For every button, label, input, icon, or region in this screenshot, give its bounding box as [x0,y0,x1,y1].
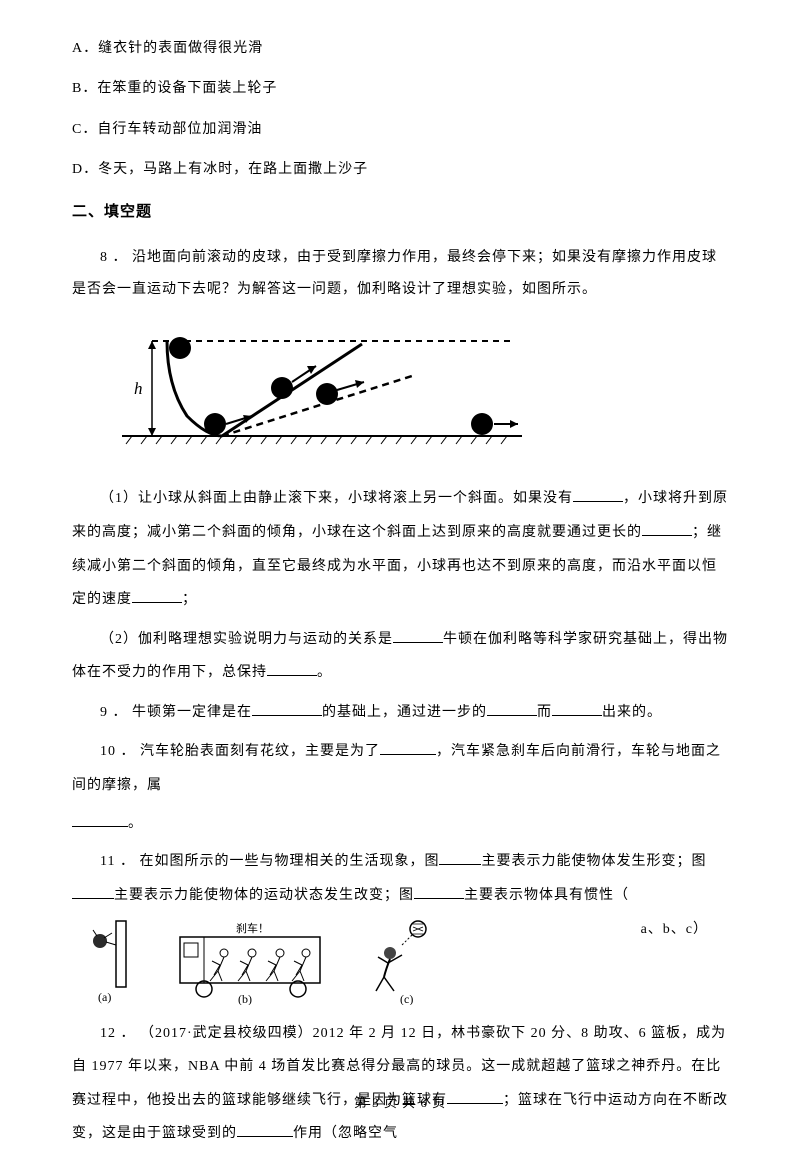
q9-d: 出来的。 [602,705,662,720]
q8-intro: 8 ． 沿地面向前滚动的皮球，由于受到摩擦力作用，最终会停下来；如果没有摩擦力作… [72,242,728,306]
section-2-title: 二、填空题 [72,200,728,224]
blank [439,851,481,865]
q11-label-b: (b) [238,992,252,1005]
blank [267,662,317,676]
blank [72,813,128,827]
q11-a: 11 ． 在如图所示的一些与物理相关的生活现象，图 [100,854,439,869]
q8-p2: （2）伽利略理想实验说明力与运动的关系是牛顿在伽利略等科学家研究基础上，得出物体… [72,623,728,690]
q10: 10 ． 汽车轮胎表面刻有花纹，主要是为了，汽车紧急刹车后向前滑行，车轮与地面之… [72,735,728,802]
option-d: D．冬天，马路上有冰时，在路上面撒上沙子 [72,159,728,181]
page-footer: 第 3 页 共 6 页 [0,1093,800,1114]
q11-d: 主要表示物体具有惯性（ [464,888,629,903]
q9: 9 ． 牛顿第一定律是在 的基础上，通过进一步的 而 出来的。 [72,696,728,730]
blank [252,702,322,716]
q11-c: 主要表示力能使物体的运动状态发生改变；图 [114,888,414,903]
q11-fig-label: 刹车！ [236,921,269,935]
q9-c: 而 [537,705,552,720]
q8-p1-d: ； [182,592,197,607]
q8-p2-c: 。 [317,665,332,680]
q11-label-c: (c) [400,992,413,1005]
q10-c: 。 [128,816,142,831]
blank [132,589,182,603]
q11: 11 ． 在如图所示的一些与物理相关的生活现象，图 主要表示力能使物体发生形变；图… [72,845,728,912]
option-c: C．自行车转动部位加润滑油 [72,119,728,141]
q10-a: 10 ． 汽车轮胎表面刻有花纹，主要是为了 [100,744,380,759]
q9-b: 的基础上，通过进一步的 [322,705,487,720]
q8-p1-a: （1）让小球从斜面上由静止滚下来，小球将滚上另一个斜面。如果没有 [100,491,573,506]
q8-figure: h [112,316,728,464]
blank [393,629,443,643]
blank [552,702,602,716]
blank [573,488,623,502]
q8-p2-a: （2）伽利略理想实验说明力与运动的关系是 [100,632,393,647]
blank [642,522,692,536]
q12: 12 ． （2017·武定县校级四模）2012 年 2 月 12 日，林书豪砍下… [72,1017,728,1151]
option-b: B．在笨重的设备下面装上轮子 [72,78,728,100]
h-label: h [134,379,143,398]
blank [237,1123,293,1137]
blank [380,741,436,755]
q9-a: 9 ． 牛顿第一定律是在 [100,705,252,720]
q11-e: a、b、c） [613,913,708,947]
option-a: A．缝衣针的表面做得很光滑 [72,38,728,60]
q8-p1: （1）让小球从斜面上由静止滚下来，小球将滚上另一个斜面。如果没有，小球将升到原来… [72,482,728,616]
blank [414,885,464,899]
blank [72,885,114,899]
q11-figure: (a) 刹车！ (b) (c) [86,919,613,1005]
q11-label-a: (a) [98,990,111,1004]
blank [487,702,537,716]
q12-c: 作用（忽略空气 [293,1126,398,1141]
q11-b: 主要表示力能使物体发生形变；图 [481,854,706,869]
